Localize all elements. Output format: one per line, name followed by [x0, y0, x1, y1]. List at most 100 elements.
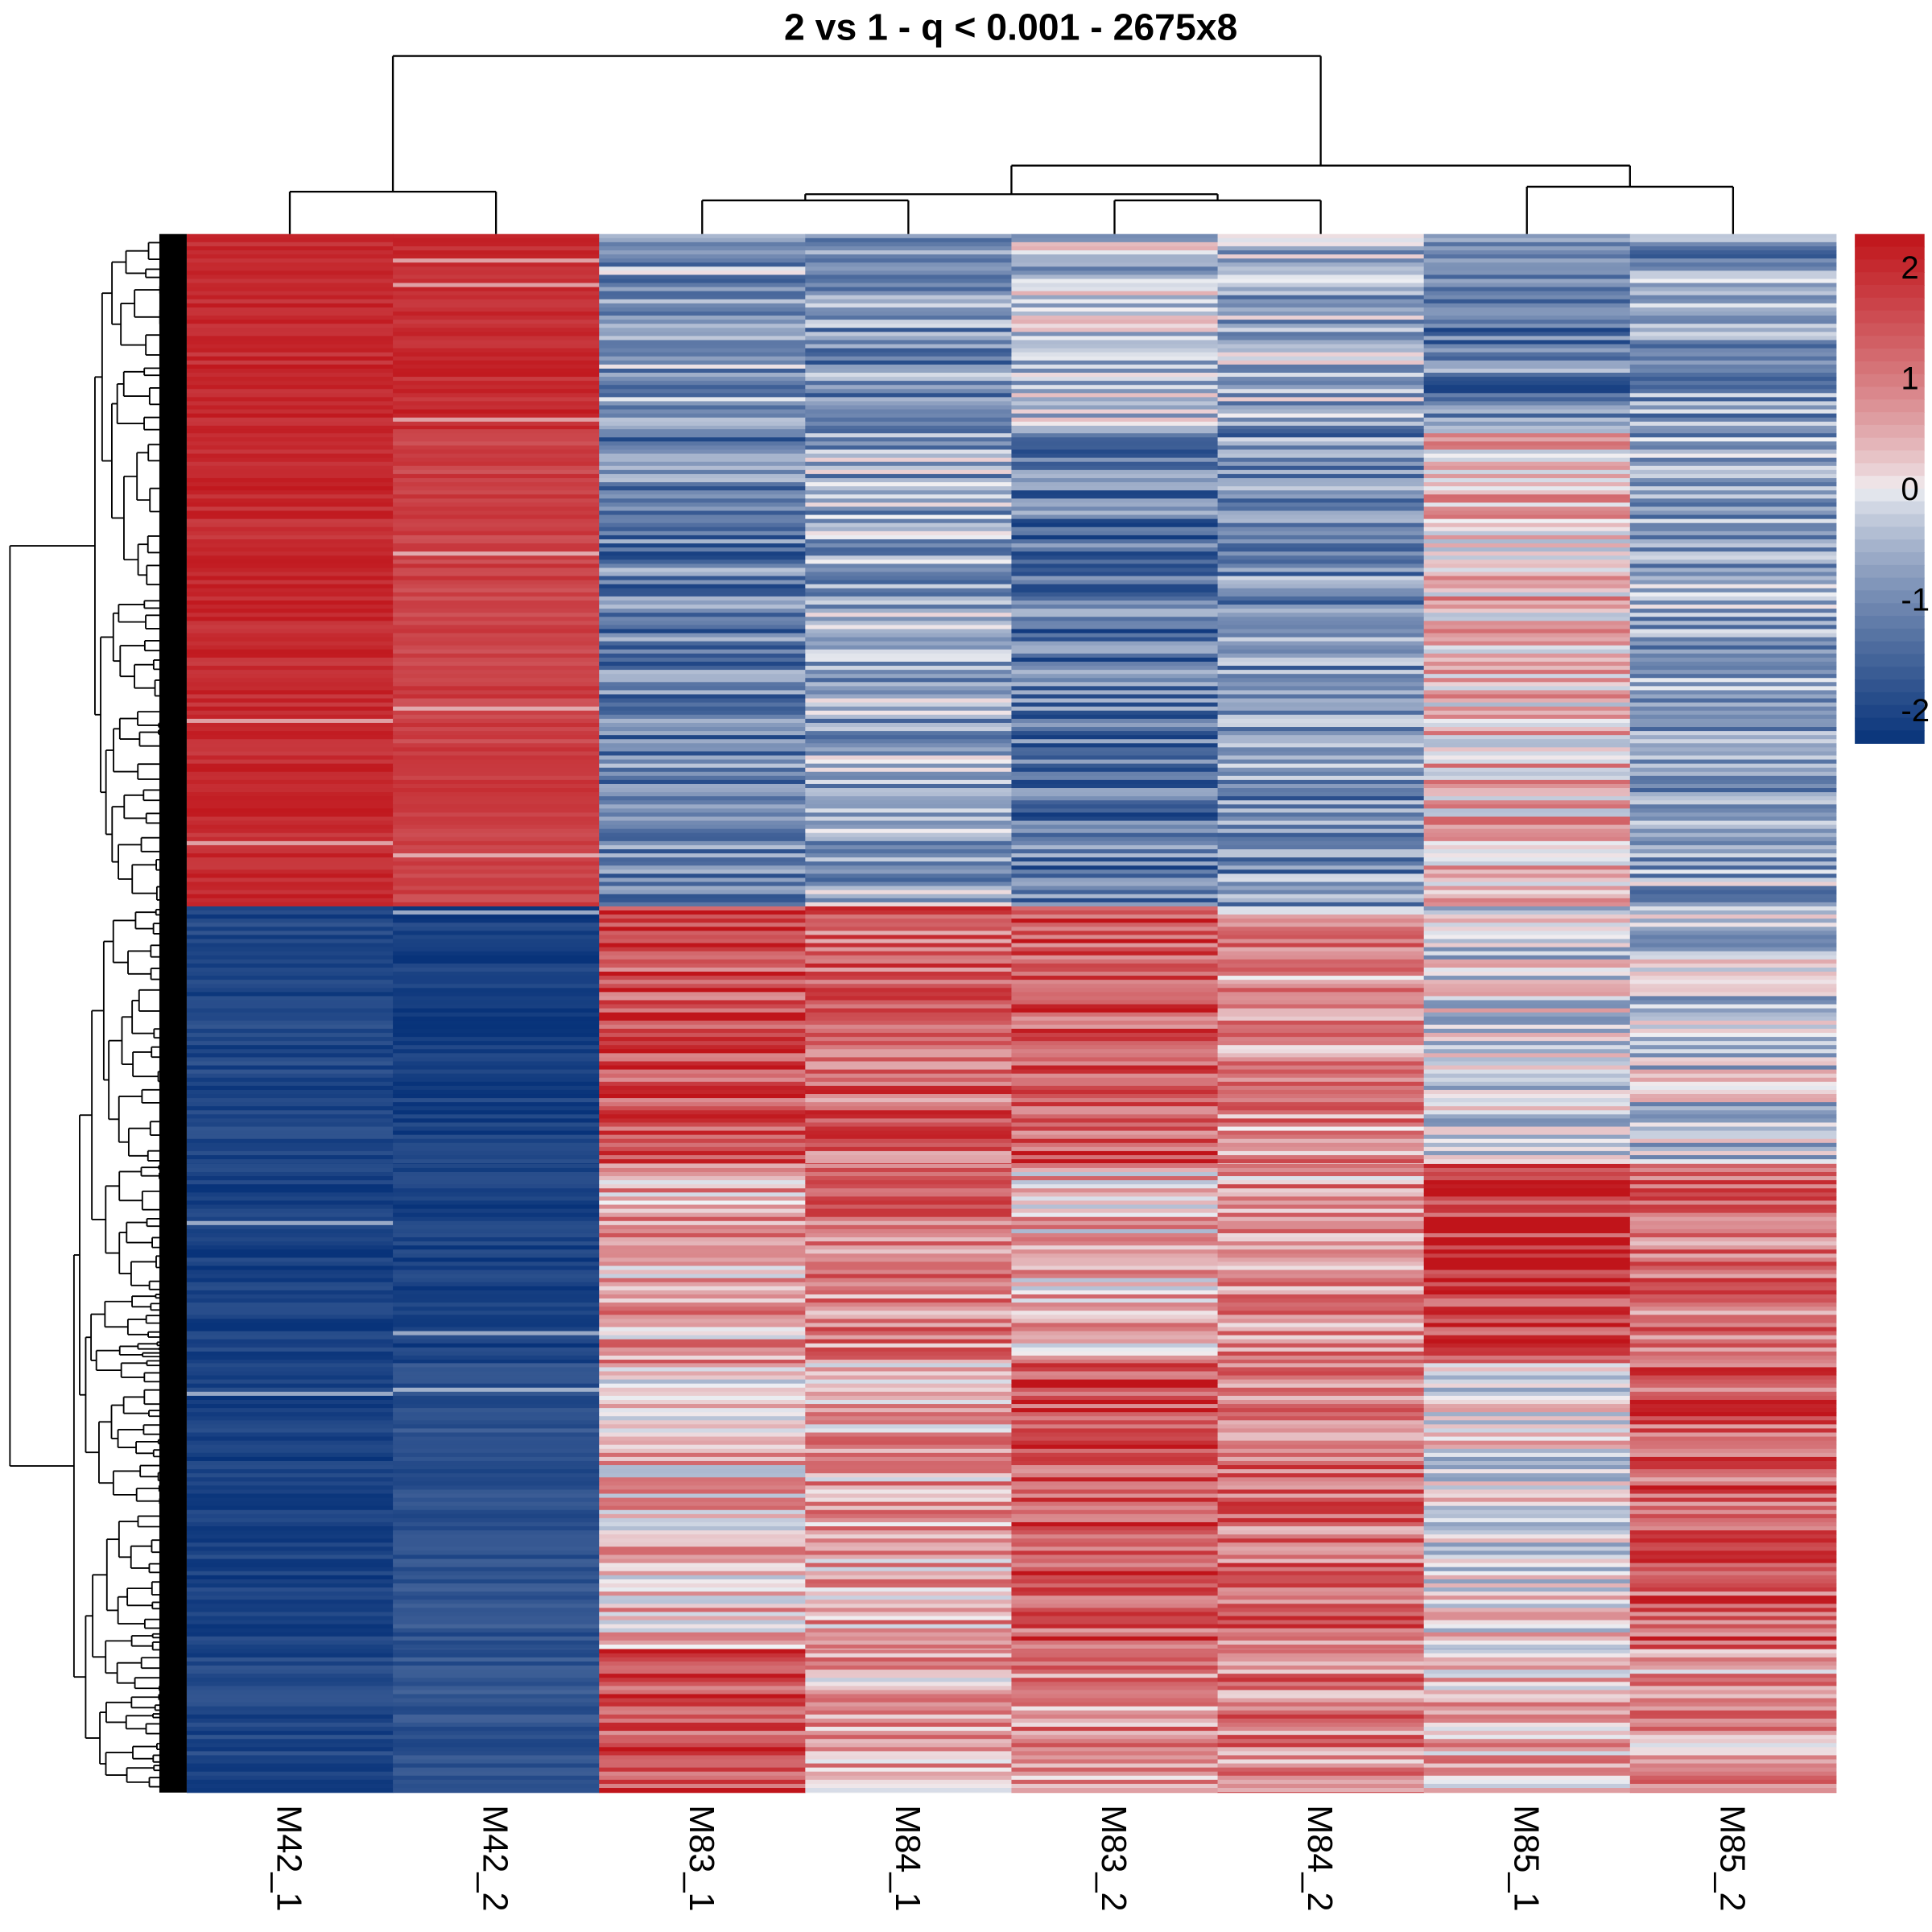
heatmap-cell	[186, 1061, 394, 1067]
heatmap-cell	[1217, 812, 1425, 817]
heatmap-cell	[393, 1448, 600, 1454]
heatmap-cell	[1011, 873, 1219, 878]
heatmap-cell	[1423, 727, 1631, 732]
heatmap-cell	[186, 340, 394, 345]
heatmap-cell	[1629, 461, 1837, 467]
heatmap-cell	[1217, 910, 1425, 915]
row-leaf-ticks	[159, 233, 187, 1793]
heatmap-cell	[1011, 931, 1219, 935]
heatmap-cell	[599, 1558, 806, 1564]
heatmap-cell	[1423, 1636, 1631, 1641]
heatmap-cell	[1423, 1347, 1631, 1352]
heatmap-cell	[393, 1620, 600, 1625]
heatmap-cell	[805, 429, 1012, 434]
heatmap-cell	[1423, 1526, 1631, 1531]
heatmap-cell	[186, 996, 394, 1001]
heatmap-cell	[186, 1094, 394, 1099]
heatmap-cell	[1423, 482, 1631, 487]
heatmap-cell	[805, 1163, 1012, 1169]
heatmap-cell	[599, 1591, 806, 1596]
heatmap-cell	[1629, 1360, 1837, 1364]
heatmap-cell	[1011, 800, 1219, 805]
heatmap-cell	[186, 592, 394, 597]
heatmap-cell	[805, 1379, 1012, 1385]
heatmap-cell	[599, 449, 806, 455]
heatmap-cell	[393, 1208, 600, 1214]
heatmap-cell	[1423, 1571, 1631, 1576]
heatmap-cell	[1011, 1509, 1219, 1515]
heatmap-cell	[1217, 1033, 1425, 1038]
heatmap-cell	[805, 1722, 1012, 1728]
heatmap-cell	[1629, 967, 1837, 972]
heatmap-cell	[393, 1526, 600, 1531]
heatmap-cell	[1011, 947, 1219, 952]
heatmap-cell	[1629, 522, 1837, 528]
heatmap-cell	[599, 600, 806, 605]
heatmap-cell	[1629, 1012, 1837, 1018]
heatmap-cell	[186, 836, 394, 842]
heatmap-cell	[805, 1351, 1012, 1356]
heatmap-cell	[1011, 1335, 1219, 1340]
heatmap-cell	[1217, 465, 1425, 471]
heatmap-cell	[1011, 661, 1219, 667]
heatmap-cell	[599, 820, 806, 826]
heatmap-cell	[805, 1253, 1012, 1258]
heatmap-cell	[599, 246, 806, 251]
heatmap-cell	[1217, 299, 1425, 304]
heatmap-cell	[186, 1702, 394, 1707]
heatmap-cell	[1011, 1286, 1219, 1291]
heatmap-cell	[805, 1290, 1012, 1295]
heatmap-cell	[186, 1517, 394, 1523]
heatmap-cell	[1423, 1501, 1631, 1507]
heatmap-cell	[1423, 1428, 1631, 1433]
heatmap-cell	[393, 441, 600, 446]
heatmap-cell	[599, 1282, 806, 1287]
heatmap-cell	[393, 1232, 600, 1238]
heatmap-cell	[393, 324, 600, 328]
heatmap-cell	[1217, 568, 1425, 572]
heatmap-cell	[1011, 625, 1219, 630]
heatmap-cell	[599, 702, 806, 708]
heatmap-cell	[1423, 976, 1631, 980]
heatmap-cell	[1217, 694, 1425, 700]
heatmap-cell	[1423, 1012, 1631, 1018]
heatmap-cell	[1423, 1057, 1631, 1062]
heatmap-cell	[599, 1008, 806, 1013]
heatmap-cell	[599, 417, 806, 423]
heatmap-cell	[1629, 1077, 1837, 1083]
heatmap-cell	[1423, 1644, 1631, 1649]
heatmap-cell	[1011, 421, 1219, 427]
heatmap-cell	[805, 1530, 1012, 1535]
heatmap-cell	[1217, 1604, 1425, 1608]
heatmap-cell	[186, 1542, 394, 1547]
heatmap-cell	[599, 250, 806, 255]
heatmap-cell	[393, 898, 600, 903]
heatmap-cell	[393, 348, 600, 353]
heatmap-cell	[1011, 1493, 1219, 1499]
heatmap-cell	[599, 1391, 806, 1397]
heatmap-cell	[599, 1355, 806, 1360]
heatmap-cell	[1217, 1698, 1425, 1703]
heatmap-cell	[1423, 735, 1631, 740]
heatmap-cell	[1629, 1714, 1837, 1719]
heatmap-cell	[186, 1126, 394, 1132]
heatmap-cell	[1629, 1315, 1837, 1319]
heatmap-cell	[1217, 1428, 1425, 1433]
heatmap-cell	[1217, 718, 1425, 724]
heatmap-cell	[1423, 1286, 1631, 1291]
heatmap-cell	[1011, 686, 1219, 691]
heatmap-cell	[805, 906, 1012, 911]
heatmap-cell	[1629, 1583, 1837, 1588]
heatmap-cell	[1423, 1538, 1631, 1543]
heatmap-cell	[599, 283, 806, 288]
heatmap-cell	[1011, 992, 1219, 997]
heatmap-cell	[1217, 609, 1425, 613]
heatmap-cell	[393, 702, 600, 708]
heatmap-cell	[1217, 572, 1425, 577]
heatmap-cell	[1217, 1579, 1425, 1584]
heatmap-cell	[805, 649, 1012, 654]
heatmap-cell	[1217, 992, 1425, 997]
heatmap-cell	[393, 307, 600, 312]
heatmap-cell	[1011, 1788, 1219, 1793]
heatmap-cell	[393, 1497, 600, 1503]
